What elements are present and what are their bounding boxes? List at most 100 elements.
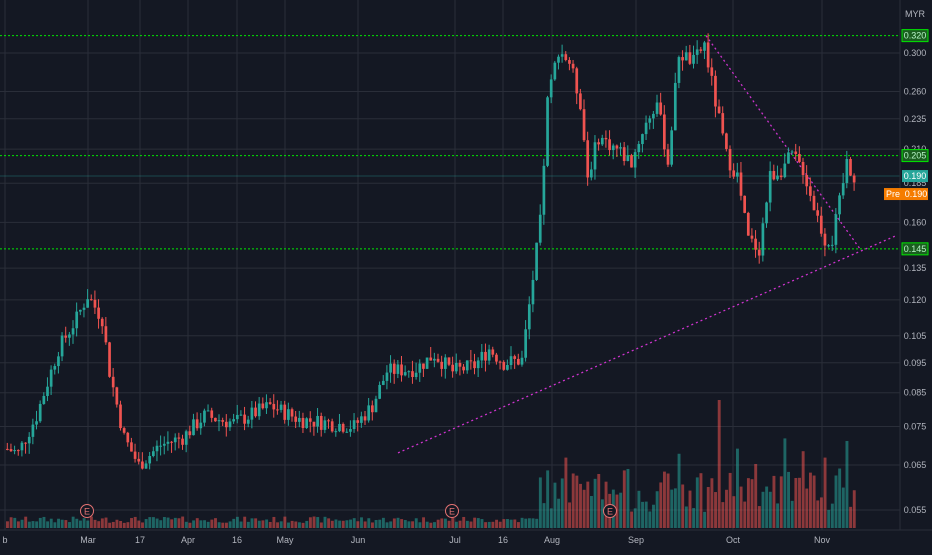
time-tick-label: Apr	[181, 535, 195, 545]
candle-body	[834, 214, 838, 245]
volume-bar	[725, 489, 728, 528]
time-tick-label: May	[276, 535, 294, 545]
candle-body	[586, 140, 590, 178]
candle-body	[684, 52, 688, 61]
candlesticks	[6, 33, 856, 470]
price-tick-label: 0.105	[904, 331, 927, 341]
volume-bar	[352, 518, 356, 528]
volume-bar	[615, 494, 619, 528]
earnings-marker[interactable]	[445, 504, 459, 518]
volume-bar	[564, 457, 568, 528]
volume-bar	[790, 500, 794, 528]
candle-body	[600, 137, 604, 145]
earnings-marker-label: E	[449, 507, 455, 517]
volume-bar	[805, 488, 809, 528]
candle-body	[60, 335, 64, 357]
time-axis[interactable]: b Mar 17 Apr 16 May Jun Jul 16 Aug Sep Oct Nov	[2, 535, 830, 545]
candle-body	[323, 420, 327, 430]
candle-body	[725, 133, 728, 150]
level-price-badge	[901, 242, 929, 256]
volume-bar	[458, 520, 462, 528]
volume-bar	[206, 521, 210, 528]
volume-bar	[79, 520, 82, 528]
candle-body	[261, 403, 265, 409]
candle-body	[732, 170, 736, 177]
candle-body	[560, 54, 564, 57]
candle-body	[341, 423, 345, 432]
candle-body	[268, 402, 272, 404]
volume-bar	[137, 520, 141, 528]
volume-bar	[673, 488, 677, 528]
earnings-marker[interactable]	[80, 504, 94, 518]
candle-body	[308, 418, 312, 422]
candle-body	[670, 130, 673, 165]
candle-body	[520, 357, 524, 365]
volume-bar	[586, 481, 590, 528]
volume-bar	[385, 522, 389, 528]
candle-body	[57, 356, 60, 367]
volume-bar	[535, 518, 539, 528]
candle-body	[155, 445, 159, 452]
candle-body	[619, 147, 622, 149]
volume-bar	[666, 473, 670, 528]
volume-bar	[319, 522, 323, 528]
volume-bar	[27, 521, 31, 528]
candle-body	[27, 436, 31, 444]
earnings-marker[interactable]	[603, 504, 617, 518]
volume-bar	[371, 522, 374, 528]
volume-bar	[633, 508, 637, 528]
candle-body	[327, 420, 330, 422]
candle-body	[484, 351, 487, 361]
candle-body	[611, 145, 615, 151]
trendlines	[397, 35, 896, 454]
candle-body	[64, 335, 68, 338]
volume-bar	[162, 517, 166, 528]
volume-bar	[590, 496, 593, 528]
candle-body	[451, 364, 454, 372]
volume-bar	[553, 482, 557, 528]
candle-body	[374, 398, 378, 413]
volume-bar	[188, 522, 192, 528]
candle-body	[360, 416, 363, 423]
candle-body	[312, 421, 316, 427]
volume-bar	[356, 521, 360, 528]
candle-body	[403, 372, 407, 376]
candle-body	[400, 364, 403, 376]
candle-body	[754, 238, 757, 250]
volume-bar	[184, 521, 188, 528]
volume-bar	[148, 517, 152, 528]
candle-body	[827, 245, 830, 247]
pre-market-badge	[884, 188, 928, 201]
candle-body	[79, 309, 82, 312]
candle-body	[783, 163, 787, 178]
candle-body	[104, 326, 108, 343]
candle-body	[495, 354, 498, 362]
volume-bar	[166, 517, 170, 528]
candle-body	[444, 357, 447, 369]
volume-bar	[16, 521, 20, 528]
candle-body	[473, 361, 476, 369]
candle-body	[38, 403, 42, 422]
volume-bar	[476, 518, 480, 528]
volume-bar	[487, 521, 491, 528]
volume-bar	[177, 518, 181, 528]
candle-body	[637, 144, 641, 153]
volume-bar	[495, 519, 498, 528]
volume-bar	[582, 489, 586, 528]
volume-bar	[772, 475, 776, 528]
volume-bar	[484, 522, 488, 528]
candle-body	[214, 417, 217, 422]
volume-bar	[425, 521, 429, 528]
time-tick-label: 17	[135, 535, 145, 545]
candle-body	[115, 387, 119, 405]
candle-body	[137, 458, 141, 462]
last-price-label: 0.190	[904, 171, 927, 181]
candle-body	[440, 361, 444, 369]
volume-bar	[739, 486, 743, 528]
candle-body	[728, 149, 732, 171]
volume-bar	[367, 518, 371, 528]
candle-body	[378, 384, 381, 399]
volume-bar	[593, 478, 597, 528]
